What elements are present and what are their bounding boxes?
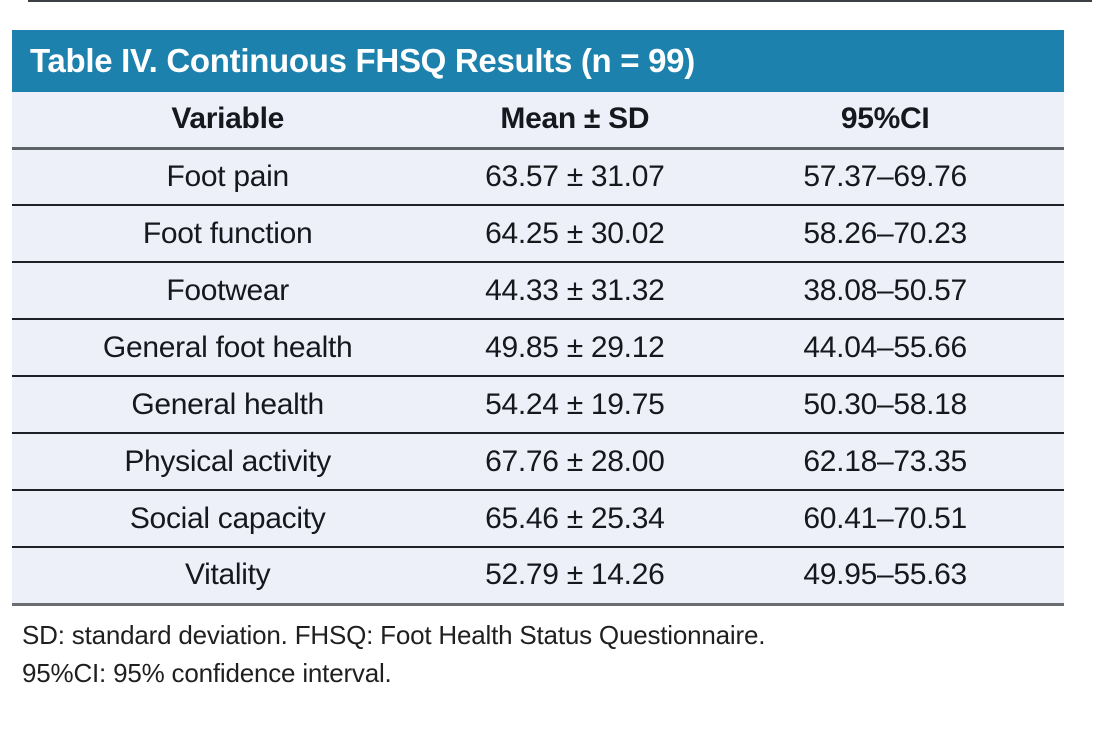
table-row: General health 54.24 ± 19.75 50.30–58.18 [12,375,1064,433]
table-row: Social capacity 65.46 ± 25.34 60.41–70.51 [12,489,1064,547]
ci-cell: 44.04–55.66 [706,318,1064,376]
ci-cell: 50.30–58.18 [706,375,1064,433]
column-header-variable: Variable [12,92,444,150]
mean-sd-cell: 65.46 ± 25.34 [443,489,707,547]
footnote-line: 95%CI: 95% confidence interval. [22,657,392,688]
table-footnotes: SD: standard deviation. FHSQ: Foot Healt… [12,616,1064,692]
mean-sd-cell: 67.76 ± 28.00 [443,432,707,490]
mean-sd-cell: 63.57 ± 31.07 [443,148,707,205]
fhsq-results-table: Table IV. Continuous FHSQ Results (n = 9… [12,30,1064,692]
variable-cell: Vitality [12,546,444,606]
column-header-mean-sd: Mean ± SD [443,92,707,150]
table-body: Foot pain 63.57 ± 31.07 57.37–69.76 Foot fu… [12,148,1064,606]
table-row: Foot function 64.25 ± 30.02 58.26–70.23 [12,204,1064,262]
top-hairline-divider [28,0,1092,2]
variable-cell: Foot pain [12,148,444,205]
header-row: Variable Mean ± SD 95%CI [12,92,1064,150]
column-header-95ci: 95%CI [706,92,1064,150]
table-row: Footwear 44.33 ± 31.32 38.08–50.57 [12,261,1064,319]
table-title-bar: Table IV. Continuous FHSQ Results (n = 9… [12,30,1064,92]
variable-cell: General foot health [12,318,444,376]
variable-cell: General health [12,375,444,433]
mean-sd-cell: 49.85 ± 29.12 [443,318,707,376]
table-row: Vitality 52.79 ± 14.26 49.95–55.63 [12,546,1064,606]
table-title: Table IV. Continuous FHSQ Results (n = 9… [30,42,695,79]
variable-cell: Social capacity [12,489,444,547]
ci-cell: 57.37–69.76 [706,148,1064,205]
mean-sd-cell: 64.25 ± 30.02 [443,204,707,262]
mean-sd-cell: 44.33 ± 31.32 [443,261,707,319]
ci-cell: 38.08–50.57 [706,261,1064,319]
table-row: Physical activity 67.76 ± 28.00 62.18–73.3… [12,432,1064,490]
table-row: Foot pain 63.57 ± 31.07 57.37–69.76 [12,148,1064,205]
mean-sd-cell: 52.79 ± 14.26 [443,546,707,606]
ci-cell: 49.95–55.63 [706,546,1064,606]
variable-cell: Foot function [12,204,444,262]
ci-cell: 60.41–70.51 [706,489,1064,547]
variable-cell: Footwear [12,261,444,319]
variable-cell: Physical activity [12,432,444,490]
fhsq-data-table: Variable Mean ± SD 95%CI Foot pain 63.57 … [12,92,1064,606]
footnote-line: SD: standard deviation. FHSQ: Foot Healt… [22,619,766,650]
table-row: General foot health 49.85 ± 29.12 44.04–55… [12,318,1064,376]
ci-cell: 62.18–73.35 [706,432,1064,490]
ci-cell: 58.26–70.23 [706,204,1064,262]
mean-sd-cell: 54.24 ± 19.75 [443,375,707,433]
